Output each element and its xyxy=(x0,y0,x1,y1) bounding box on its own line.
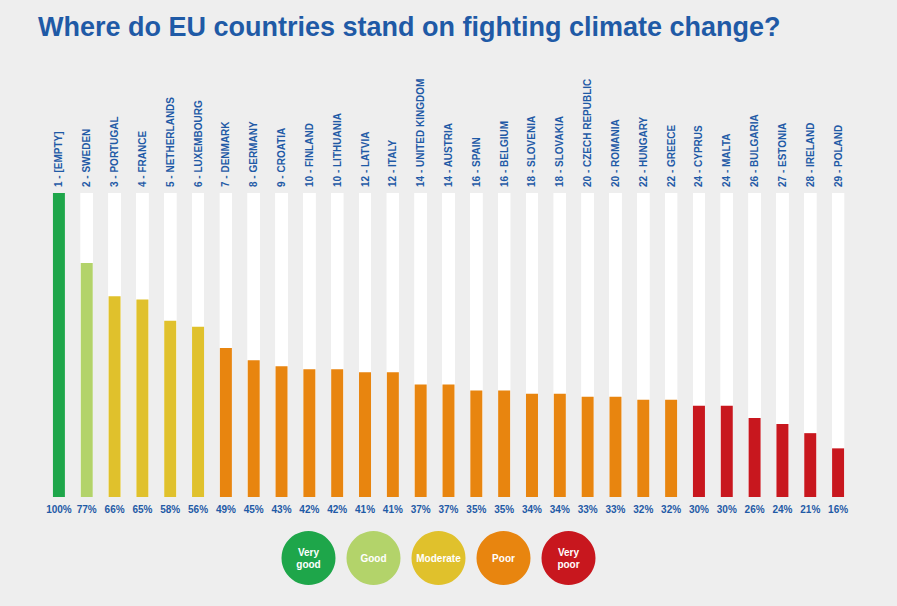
svg-text:Where do EU countries stand on: Where do EU countries stand on fighting … xyxy=(38,12,781,42)
svg-text:30%: 30% xyxy=(717,504,737,515)
svg-text:3 - PORTUGAL: 3 - PORTUGAL xyxy=(109,116,120,187)
svg-text:77%: 77% xyxy=(77,504,97,515)
svg-text:45%: 45% xyxy=(244,504,264,515)
svg-text:32%: 32% xyxy=(633,504,653,515)
svg-text:41%: 41% xyxy=(383,504,403,515)
svg-text:27 - ESTONIA: 27 - ESTONIA xyxy=(777,123,788,187)
svg-text:22 - HUNGARY: 22 - HUNGARY xyxy=(638,116,649,187)
svg-text:35%: 35% xyxy=(466,504,486,515)
svg-text:14 - UNITED KINGDOM: 14 - UNITED KINGDOM xyxy=(415,79,426,187)
svg-text:8 - GERMANY: 8 - GERMANY xyxy=(248,121,259,187)
svg-text:18 - SLOVAKIA: 18 - SLOVAKIA xyxy=(554,116,565,187)
svg-text:26 - BULGARIA: 26 - BULGARIA xyxy=(749,114,760,187)
svg-text:9 - CROATIA: 9 - CROATIA xyxy=(276,128,287,187)
svg-text:32%: 32% xyxy=(661,504,681,515)
svg-text:21%: 21% xyxy=(800,504,820,515)
svg-text:7 - DENMARK: 7 - DENMARK xyxy=(220,121,231,187)
svg-text:Very: Very xyxy=(558,547,580,558)
svg-text:4 - FRANCE: 4 - FRANCE xyxy=(137,131,148,187)
svg-text:29 - POLAND: 29 - POLAND xyxy=(833,125,844,187)
svg-text:24%: 24% xyxy=(772,504,792,515)
svg-text:37%: 37% xyxy=(438,504,458,515)
svg-text:28 - IRELAND: 28 - IRELAND xyxy=(805,123,816,187)
svg-text:10 - FINLAND: 10 - FINLAND xyxy=(304,123,315,187)
svg-text:Moderate: Moderate xyxy=(416,553,461,564)
svg-text:20 - ROMANIA: 20 - ROMANIA xyxy=(610,119,621,187)
svg-text:16%: 16% xyxy=(828,504,848,515)
svg-text:good: good xyxy=(296,559,320,570)
svg-text:37%: 37% xyxy=(411,504,431,515)
svg-text:41%: 41% xyxy=(355,504,375,515)
svg-text:14 - AUSTRIA: 14 - AUSTRIA xyxy=(443,123,454,187)
svg-text:Good: Good xyxy=(360,553,386,564)
svg-text:12 - ITALY: 12 - ITALY xyxy=(387,139,398,187)
svg-text:43%: 43% xyxy=(272,504,292,515)
svg-text:10 - LITHUANIA: 10 - LITHUANIA xyxy=(332,113,343,187)
svg-text:16 - SPAIN: 16 - SPAIN xyxy=(471,137,482,187)
svg-text:42%: 42% xyxy=(327,504,347,515)
svg-text:1 - [EMPTY]: 1 - [EMPTY] xyxy=(53,131,64,187)
svg-text:5 - NETHERLANDS: 5 - NETHERLANDS xyxy=(165,97,176,187)
svg-text:42%: 42% xyxy=(299,504,319,515)
svg-text:22 - GREECE: 22 - GREECE xyxy=(666,124,677,187)
svg-text:33%: 33% xyxy=(605,504,625,515)
svg-text:33%: 33% xyxy=(578,504,598,515)
svg-text:34%: 34% xyxy=(550,504,570,515)
svg-text:30%: 30% xyxy=(689,504,709,515)
svg-text:16 - BELGIUM: 16 - BELGIUM xyxy=(499,121,510,187)
svg-text:56%: 56% xyxy=(188,504,208,515)
svg-text:Poor: Poor xyxy=(492,553,515,564)
svg-text:18 - SLOVENIA: 18 - SLOVENIA xyxy=(526,116,537,187)
svg-text:58%: 58% xyxy=(160,504,180,515)
svg-text:Very: Very xyxy=(298,547,320,558)
svg-text:65%: 65% xyxy=(132,504,152,515)
svg-text:49%: 49% xyxy=(216,504,236,515)
svg-text:12 - LATVIA: 12 - LATVIA xyxy=(360,132,371,187)
svg-text:6 - LUXEMBOURG: 6 - LUXEMBOURG xyxy=(193,100,204,187)
svg-text:26%: 26% xyxy=(745,504,765,515)
svg-text:24 - CYPRUS: 24 - CYPRUS xyxy=(693,125,704,187)
svg-text:20 - CZECH REPUBLIC: 20 - CZECH REPUBLIC xyxy=(582,79,593,187)
svg-text:34%: 34% xyxy=(522,504,542,515)
svg-text:24 - MALTA: 24 - MALTA xyxy=(721,133,732,187)
svg-text:2 - SWEDEN: 2 - SWEDEN xyxy=(81,129,92,187)
svg-text:66%: 66% xyxy=(105,504,125,515)
svg-text:poor: poor xyxy=(557,559,579,570)
svg-text:100%: 100% xyxy=(46,504,72,515)
svg-text:35%: 35% xyxy=(494,504,514,515)
